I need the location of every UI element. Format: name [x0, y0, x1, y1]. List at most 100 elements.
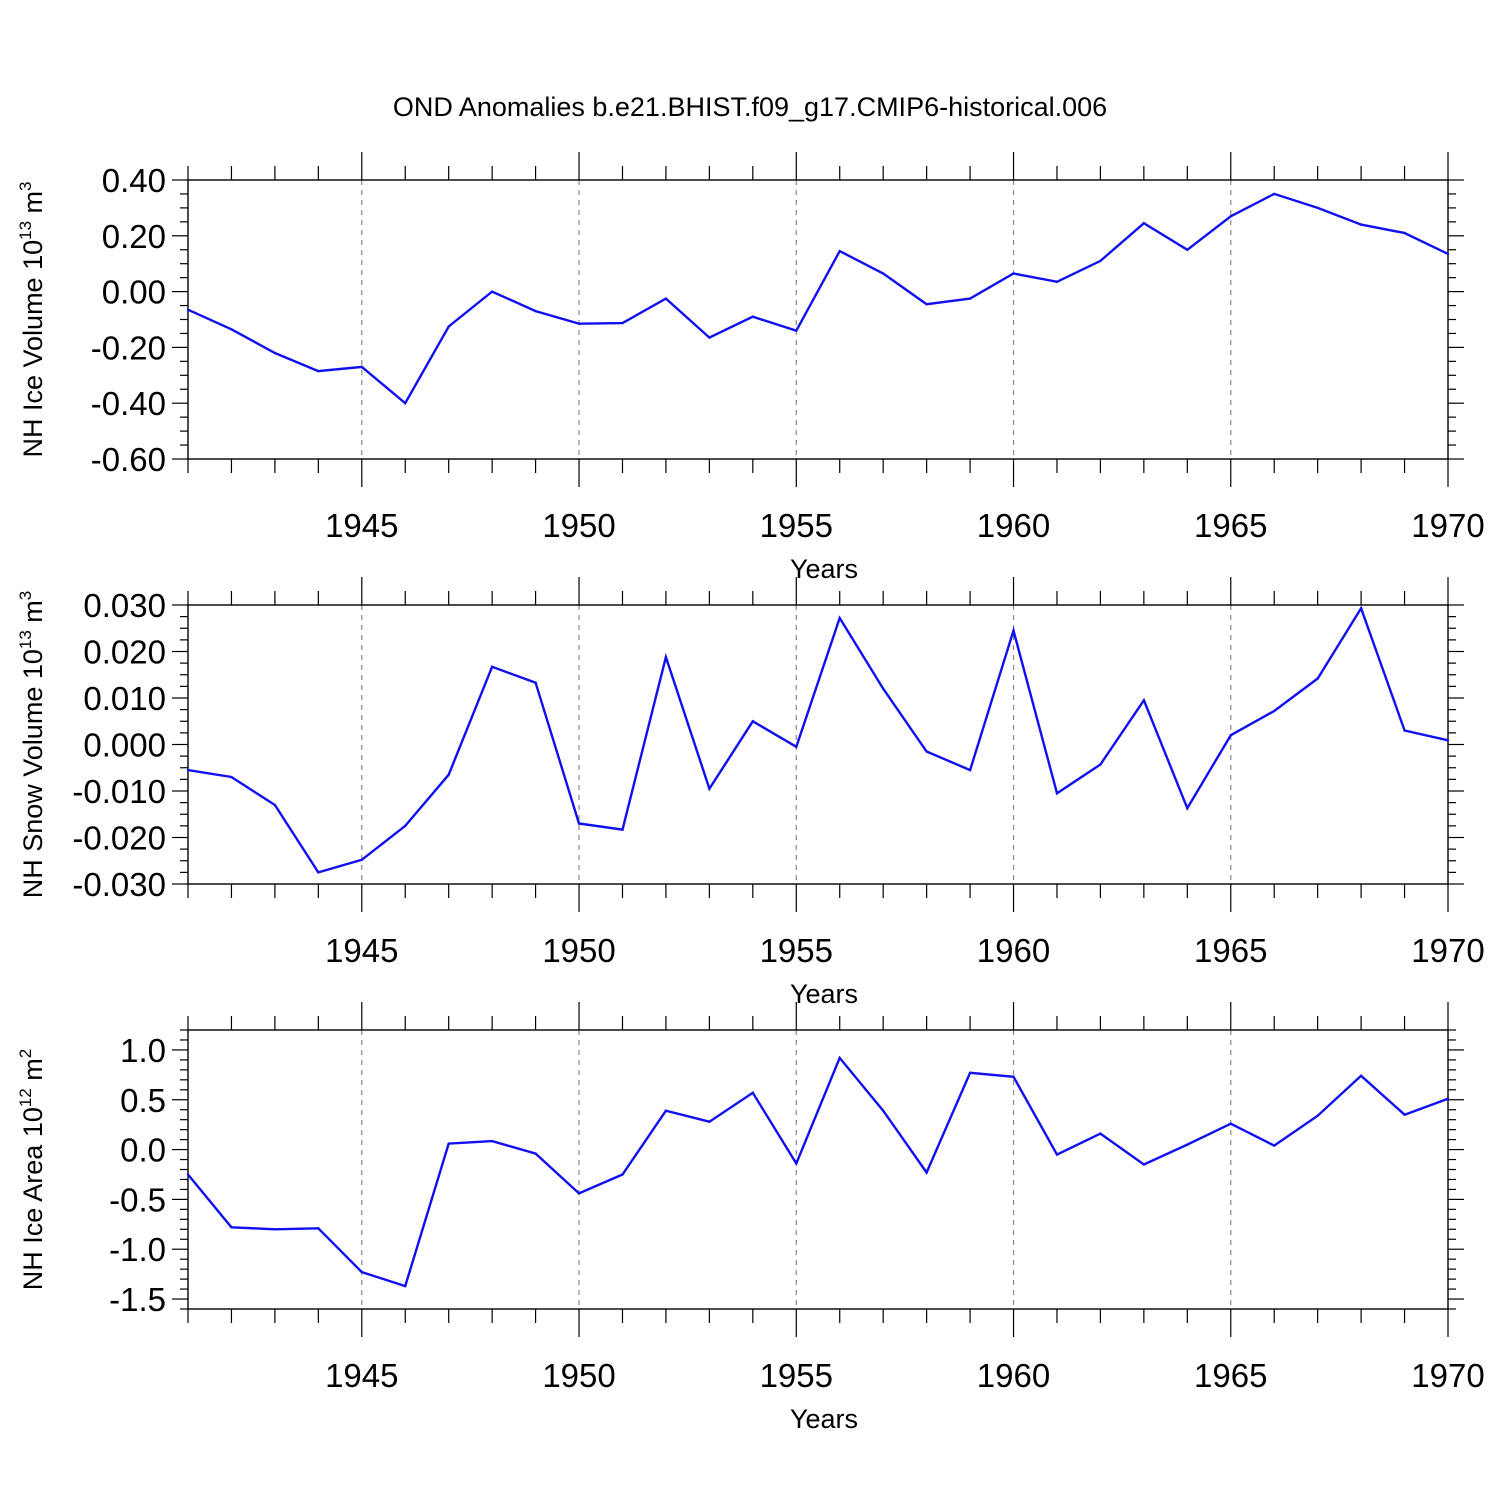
data-point [881, 687, 885, 690]
data-point [273, 1228, 277, 1231]
y-tick-label: 0.030 [83, 587, 166, 624]
y-tick-label: -0.20 [91, 329, 166, 366]
data-point [1099, 1132, 1102, 1135]
data-point [1229, 1122, 1232, 1125]
data-point [1446, 252, 1450, 256]
data-point [1316, 677, 1319, 680]
x-tick-label: 1965 [1194, 932, 1267, 969]
data-point [1403, 231, 1406, 235]
y-ticks [172, 1029, 1464, 1310]
data-point [968, 768, 972, 772]
data-point [1055, 792, 1059, 795]
data-point [751, 720, 755, 723]
data-point [360, 858, 363, 862]
data-point [447, 1142, 450, 1145]
y-tick-label: 0.010 [83, 680, 166, 717]
data-point [1229, 734, 1232, 737]
data-point [1403, 729, 1406, 732]
data-point [1142, 1163, 1146, 1166]
data-point [621, 1173, 624, 1176]
data-point [1055, 1153, 1059, 1156]
y-tick-label: 0.020 [83, 634, 166, 671]
x-ticks [187, 152, 1449, 487]
panel-2: -0.030 -0.020 -0.010 0.000 0.010 0.020 0.030 19… [16, 577, 1485, 1009]
x-ticks [187, 1002, 1449, 1337]
data-point [404, 402, 407, 405]
y-tick-label: 0.000 [83, 727, 166, 764]
y-tick-label: 0.0 [120, 1132, 166, 1169]
data-points [186, 192, 1450, 405]
x-tick-label: 1950 [542, 507, 615, 544]
data-point [186, 1173, 190, 1176]
figure-title: OND Anomalies b.e21.BHIST.f09_g17.CMIP6-… [393, 92, 1107, 122]
x-axis-label: Years [790, 979, 858, 1009]
data-point [404, 824, 407, 828]
x-tick-label: 1960 [977, 1357, 1050, 1394]
y-axis-label: NH Ice Volume 1013 m3 [16, 182, 48, 458]
data-point [795, 329, 798, 332]
data-point [925, 1171, 928, 1174]
data-point [230, 328, 233, 331]
y-tick-label: -0.030 [72, 866, 166, 903]
x-tick-label: 1945 [325, 1357, 398, 1394]
data-point [795, 1162, 798, 1165]
data-point [708, 336, 711, 339]
x-tick-label: 1965 [1194, 1357, 1267, 1394]
series-line [187, 192, 1449, 406]
data-point [230, 775, 233, 779]
data-point [925, 750, 928, 753]
x-tick-label: 1945 [325, 507, 398, 544]
y-ticks [172, 604, 1464, 885]
data-point [447, 773, 450, 776]
x-tick-label: 1970 [1411, 1357, 1484, 1394]
x-axis-label: Years [790, 1404, 858, 1434]
data-point [1186, 1143, 1189, 1146]
x-ticks [187, 577, 1449, 912]
y-ticks [172, 179, 1464, 460]
data-point [317, 1227, 320, 1230]
data-point [317, 369, 320, 373]
x-tick-label: 1945 [325, 932, 398, 969]
data-point [708, 787, 711, 790]
data-point [664, 297, 668, 300]
data-point [404, 1284, 407, 1288]
y-tick-label: 0.20 [102, 218, 166, 255]
plot-frame [187, 179, 1449, 460]
y-tick-label: 0.5 [120, 1082, 166, 1119]
data-point [273, 803, 277, 807]
series-line [187, 605, 1449, 874]
data-point [1273, 1144, 1276, 1147]
data-point [838, 616, 841, 620]
y-tick-label: -1.0 [109, 1231, 166, 1268]
data-point [1359, 223, 1363, 226]
data-point [1316, 1114, 1319, 1117]
data-point [1099, 259, 1102, 263]
data-point [1142, 222, 1146, 225]
data-point [490, 290, 494, 293]
x-tick-label: 1965 [1194, 507, 1267, 544]
plot-frame [187, 604, 1449, 885]
panel-1: -0.60 -0.40 -0.20 0.00 0.20 0.40 1945 1950 1955 1… [16, 152, 1485, 584]
data-point [577, 322, 581, 325]
data-point [186, 308, 190, 311]
data-point [186, 768, 190, 772]
data-point [230, 1226, 233, 1229]
data-point [360, 1270, 363, 1274]
x-tick-label: 1955 [760, 932, 833, 969]
x-tick-label: 1950 [542, 1357, 615, 1394]
x-tick-label: 1960 [977, 507, 1050, 544]
data-point [490, 665, 494, 669]
data-point [447, 325, 450, 328]
x-tick-label: 1955 [760, 507, 833, 544]
y-tick-label: -0.010 [72, 773, 166, 810]
y-tick-label: 0.00 [102, 274, 166, 311]
data-point [621, 321, 624, 325]
x-tick-label: 1950 [542, 932, 615, 969]
y-tick-label: -0.40 [91, 385, 166, 422]
data-point [1186, 248, 1189, 251]
data-point [795, 745, 798, 749]
data-point [490, 1139, 494, 1143]
data-points [186, 607, 1450, 874]
data-point [664, 1109, 668, 1112]
